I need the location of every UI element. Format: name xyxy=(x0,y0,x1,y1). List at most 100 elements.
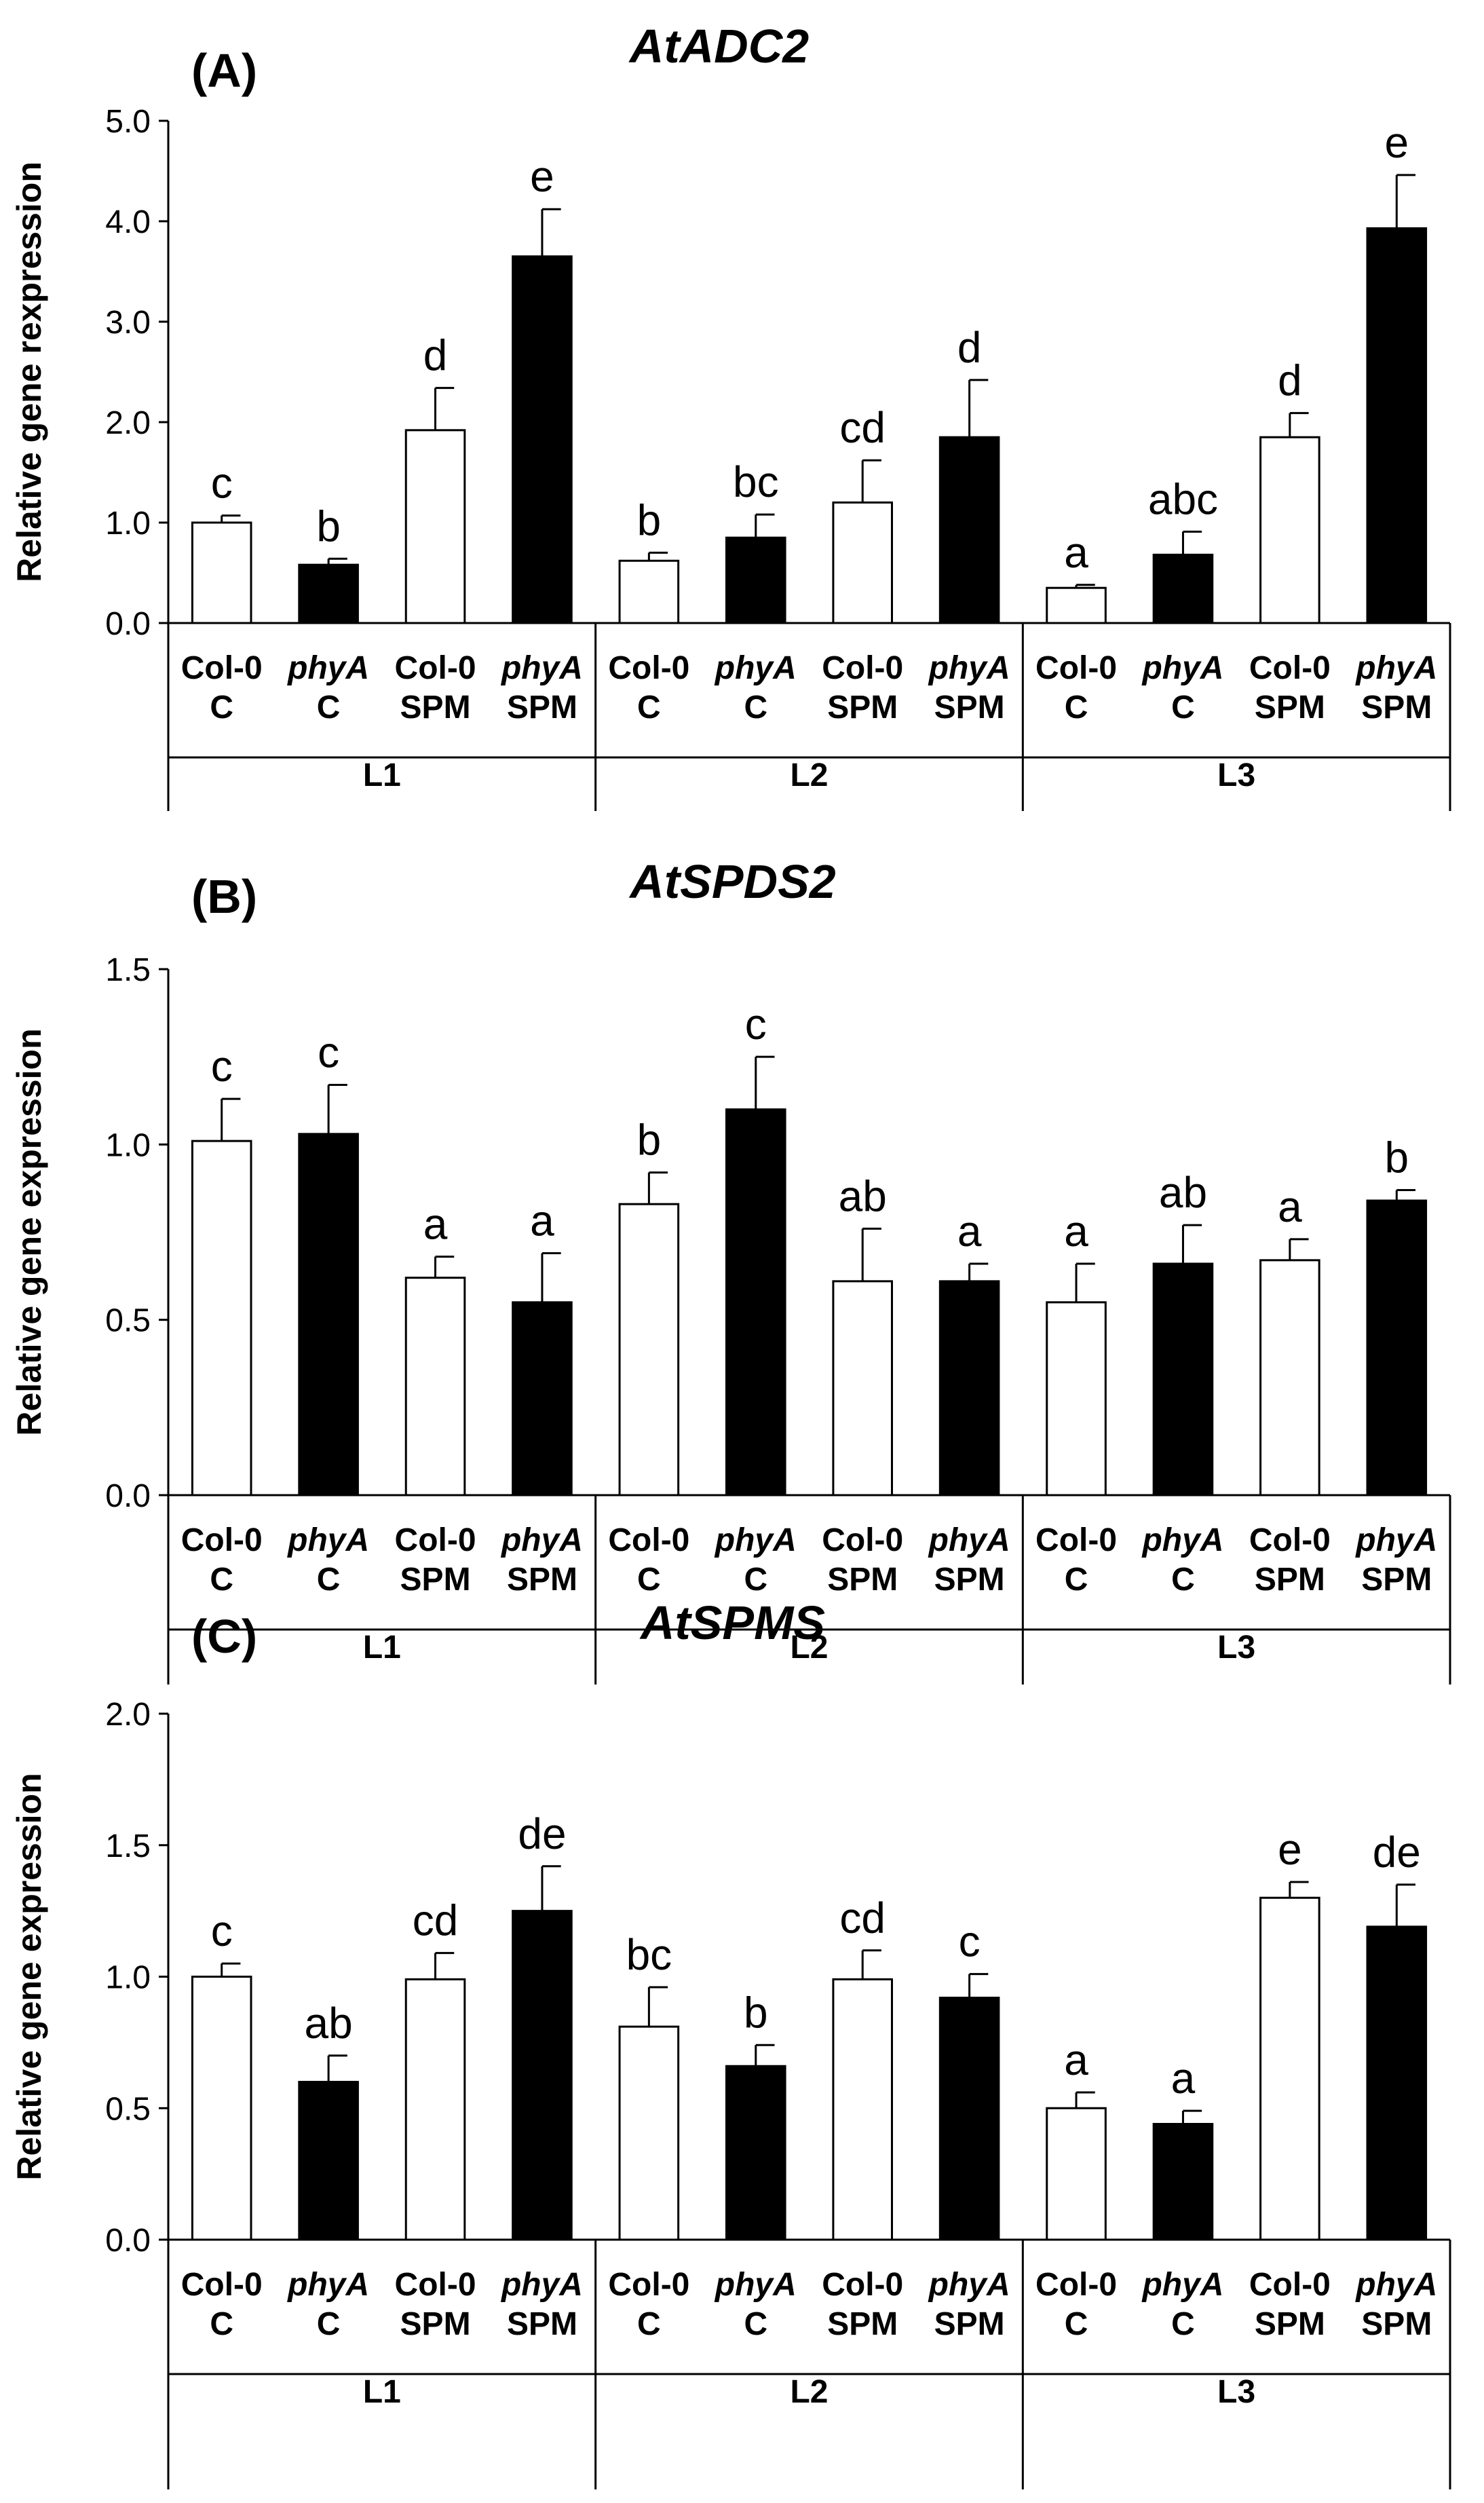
bar-L3-phyA-C xyxy=(1152,2123,1214,2241)
category-treatment-label: C xyxy=(210,2306,233,2342)
category-genotype-label: phyA xyxy=(286,650,369,686)
bar-L2-phyA-C xyxy=(725,2065,786,2241)
chart-title: AtSPMS xyxy=(639,1596,825,1649)
significance-letter: cd xyxy=(839,403,886,452)
category-genotype-label: Col-0 xyxy=(608,1522,689,1558)
panel-label: (A) xyxy=(191,44,257,97)
category-genotype-label: Col-0 xyxy=(1249,1522,1331,1558)
category-genotype-label: Col-0 xyxy=(395,1522,476,1558)
y-axis-label: Relative gene expression xyxy=(10,1773,48,2180)
category-treatment-label: SPM xyxy=(934,690,1005,726)
significance-letter: b xyxy=(637,1116,662,1165)
significance-letter: cd xyxy=(413,1896,459,1945)
bar-L1-phyA-C xyxy=(298,1133,359,1497)
significance-letter: bc xyxy=(733,457,779,506)
bar-L1-phyA-SPM xyxy=(512,1301,573,1497)
group-label: L1 xyxy=(363,2374,401,2410)
panel-label: (C) xyxy=(191,1610,257,1663)
bar-L3-phyA-SPM xyxy=(1366,227,1428,624)
y-tick-label: 1.0 xyxy=(105,1127,151,1163)
y-tick-label: 3.0 xyxy=(105,305,151,341)
bar-L1-phyA-C xyxy=(298,2081,359,2241)
category-genotype-label: phyA xyxy=(928,1522,1010,1558)
significance-letter: a xyxy=(957,1207,982,1256)
category-treatment-label: SPM xyxy=(934,2306,1005,2342)
bar-L3-phyA-SPM xyxy=(1366,1925,1428,2241)
bar-L3-Col-0-SPM xyxy=(1259,1896,1320,2241)
group-label: L3 xyxy=(1217,2374,1255,2410)
group-label: L3 xyxy=(1217,757,1255,793)
category-genotype-label: phyA xyxy=(1354,2267,1437,2303)
category-treatment-label: SPM xyxy=(1361,1562,1432,1598)
bar-L3-Col-0-SPM xyxy=(1259,1259,1320,1497)
significance-letter: c xyxy=(318,1028,339,1077)
significance-letter: de xyxy=(1373,1828,1421,1877)
y-tick-label: 2.0 xyxy=(105,405,151,441)
category-treatment-label: C xyxy=(637,1562,661,1598)
category-genotype-label: phyA xyxy=(500,2267,583,2303)
bar-L1-Col-0-SPM xyxy=(404,1277,466,1497)
bar-L1-phyA-SPM xyxy=(512,1910,573,2241)
category-treatment-label: C xyxy=(637,690,661,726)
bar-L2-phyA-C xyxy=(725,1108,786,1497)
category-treatment-label: C xyxy=(1171,1562,1195,1598)
bar-L3-Col-0-C xyxy=(1046,2107,1107,2241)
bar-L2-phyA-SPM xyxy=(938,436,1000,624)
significance-letter: a xyxy=(1278,1182,1302,1231)
category-genotype-label: Col-0 xyxy=(1035,2267,1117,2303)
bar-L2-Col-0-C xyxy=(618,559,680,624)
category-treatment-label: SPM xyxy=(507,690,577,726)
category-treatment-label: C xyxy=(744,1562,767,1598)
category-treatment-label: SPM xyxy=(1361,2306,1432,2342)
category-genotype-label: Col-0 xyxy=(608,2267,689,2303)
category-genotype-label: phyA xyxy=(286,2267,369,2303)
significance-letter: a xyxy=(1064,2035,1088,2084)
significance-letter: e xyxy=(530,152,554,201)
category-treatment-label: SPM xyxy=(934,1562,1005,1598)
bar-L3-phyA-C xyxy=(1152,553,1214,624)
category-treatment-label: SPM xyxy=(400,2306,471,2342)
chart-panel-1: (A) AtADC2 Relative gene rexpression 0.0 1.0… xyxy=(10,20,1451,811)
y-tick-label: 2.0 xyxy=(105,1697,151,1733)
category-genotype-label: phyA xyxy=(1354,1522,1437,1558)
category-treatment-label: SPM xyxy=(1255,2306,1325,2342)
chart-panel-3: (C) AtSPMS Relative gene expression 0.0 0.5 1… xyxy=(10,1596,1451,2489)
category-treatment-label: C xyxy=(210,1562,233,1598)
significance-letter: a xyxy=(1064,1207,1088,1256)
category-genotype-label: phyA xyxy=(1141,2267,1223,2303)
group-label: L2 xyxy=(790,757,828,793)
category-genotype-label: phyA xyxy=(286,1522,369,1558)
category-treatment-label: SPM xyxy=(507,1562,577,1598)
bar-L3-Col-0-SPM xyxy=(1259,436,1320,624)
bar-L3-Col-0-C xyxy=(1046,586,1107,624)
category-treatment-label: SPM xyxy=(1361,690,1432,726)
chart-panel-2: (B) AtSPDS2 Relative gene expression 0.0 0.5… xyxy=(10,855,1451,1685)
category-genotype-label: phyA xyxy=(1354,650,1437,686)
significance-letter: b xyxy=(637,495,662,544)
bar-L2-Col-0-C xyxy=(618,2025,680,2241)
significance-letter: a xyxy=(1171,2054,1196,2103)
category-genotype-label: phyA xyxy=(714,650,797,686)
category-genotype-label: Col-0 xyxy=(822,1522,903,1558)
category-treatment-label: C xyxy=(637,2306,661,2342)
bar-L1-phyA-C xyxy=(298,563,359,624)
significance-letter: e xyxy=(1278,1825,1302,1874)
group-label: L3 xyxy=(1217,1630,1255,1665)
category-treatment-label: SPM xyxy=(1255,690,1325,726)
category-treatment-label: SPM xyxy=(1255,1562,1325,1598)
y-axis-label: Relative gene rexpression xyxy=(10,162,48,582)
group-label: L1 xyxy=(363,757,401,793)
significance-letter: d xyxy=(957,323,982,372)
chart-title: AtSPDS2 xyxy=(628,855,835,908)
significance-letter: b xyxy=(1384,1133,1409,1182)
bar-L2-phyA-SPM xyxy=(938,1280,1000,1497)
category-genotype-label: Col-0 xyxy=(181,650,263,686)
category-treatment-label: SPM xyxy=(507,2306,577,2342)
category-genotype-label: phyA xyxy=(500,1522,583,1558)
category-genotype-label: Col-0 xyxy=(181,2267,263,2303)
bar-L3-Col-0-C xyxy=(1046,1301,1107,1497)
category-genotype-label: Col-0 xyxy=(395,650,476,686)
y-axis-label: Relative gene expression xyxy=(10,1028,48,1435)
category-treatment-label: SPM xyxy=(827,1562,898,1598)
category-genotype-label: Col-0 xyxy=(822,2267,903,2303)
